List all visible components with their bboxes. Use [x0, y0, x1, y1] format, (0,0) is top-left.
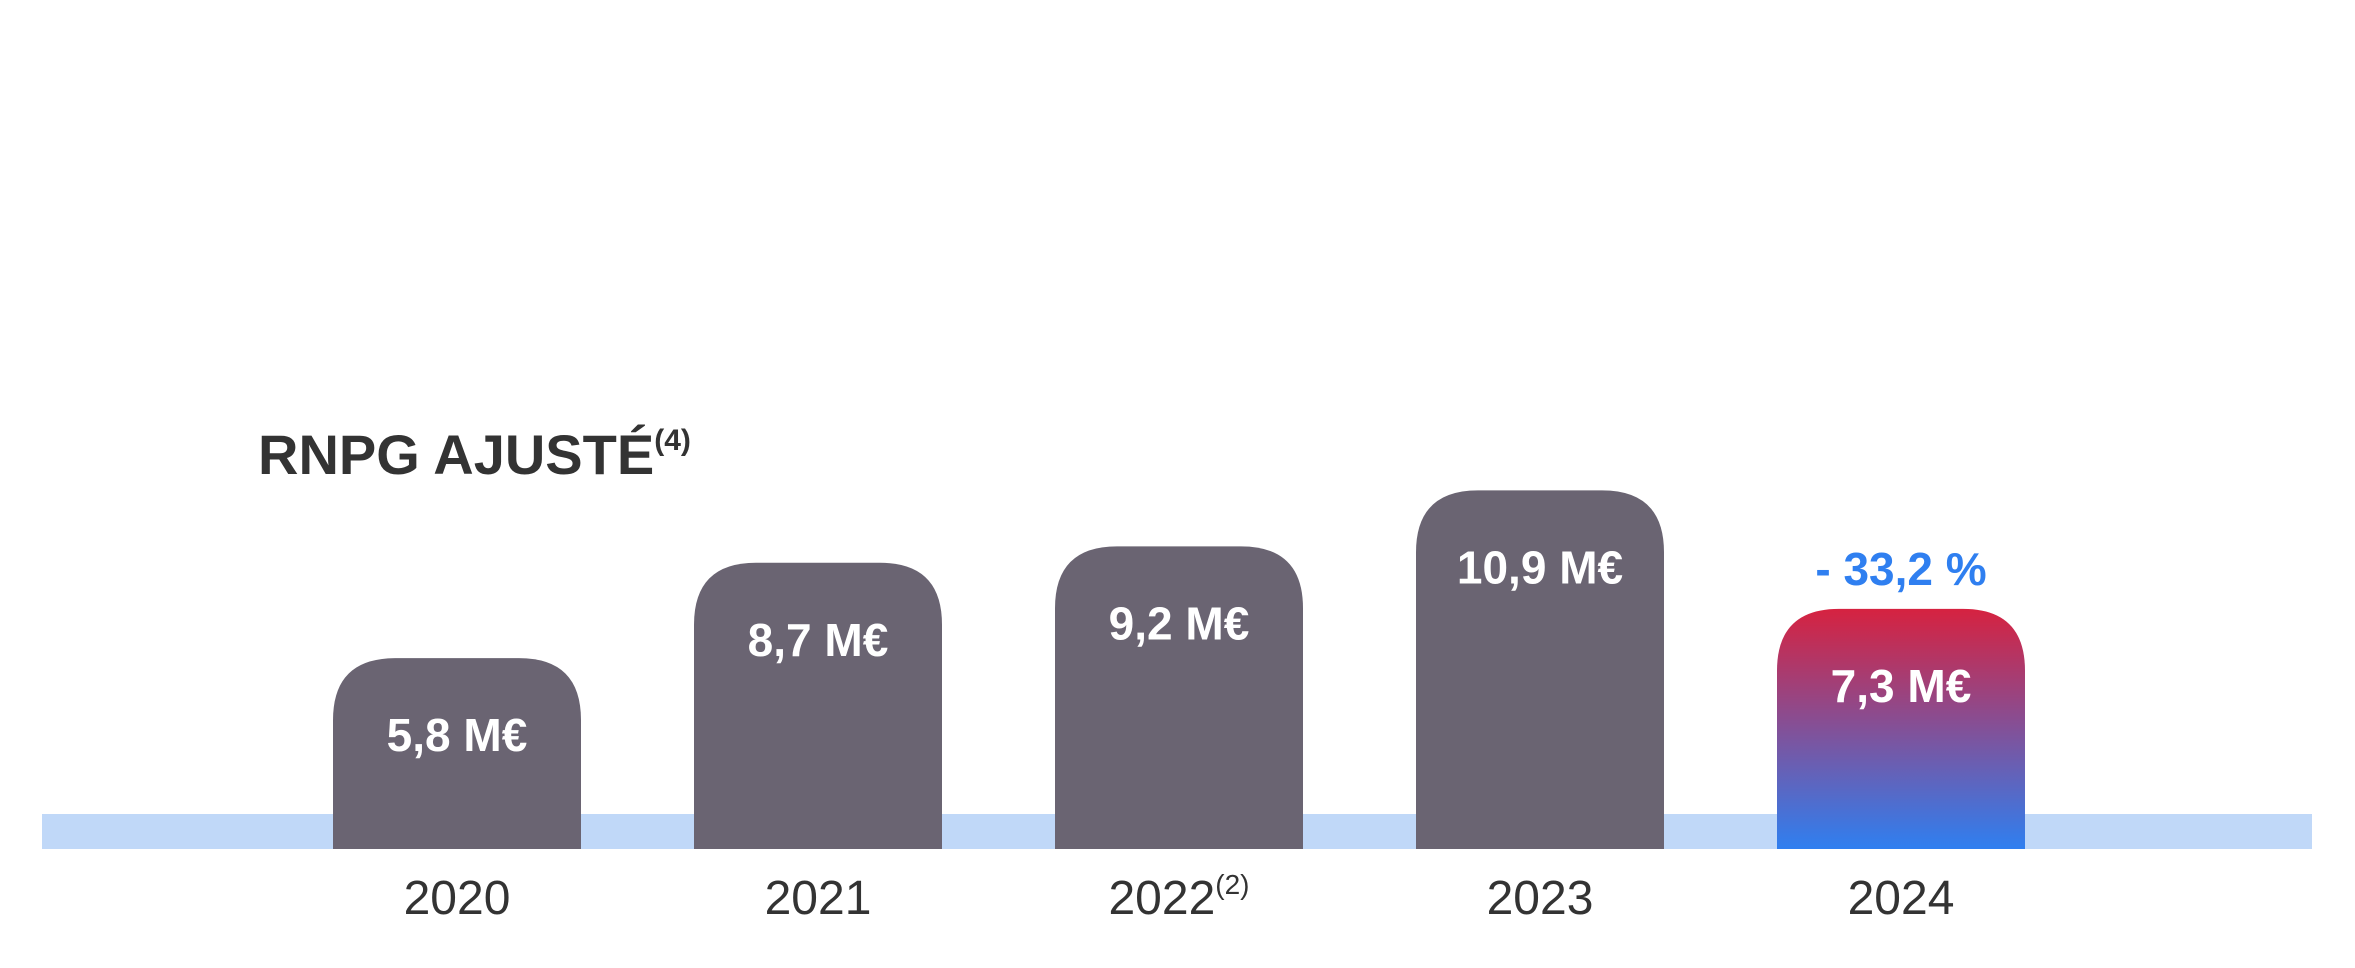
chart-title-superscript: (4)	[654, 424, 691, 457]
x-tick-text: 2022	[1108, 872, 1215, 925]
bars-group: 5,8 M€ 2020 8,7 M€ 2021 9,2 M€ 2022(2) 10,9 M€…	[333, 490, 2025, 925]
x-tick-label: 2021	[765, 872, 872, 925]
chart-title: RNPG AJUSTÉ(4)	[258, 423, 691, 486]
bar-2024	[1777, 608, 2025, 849]
change-label: - 33,2 %	[1815, 543, 1986, 595]
bar-2022	[1055, 546, 1303, 849]
x-tick-text: 2021	[765, 872, 872, 925]
x-tick-label: 2020	[404, 872, 511, 925]
x-tick-label: 2022(2)	[1108, 869, 1249, 925]
x-tick-text: 2020	[404, 872, 511, 925]
bar-value-label: 8,7 M€	[748, 614, 889, 666]
bar-value-label: 5,8 M€	[387, 709, 528, 761]
x-tick-superscript: (2)	[1215, 869, 1249, 900]
bar-2020	[333, 658, 581, 849]
x-tick-text: 2023	[1487, 872, 1594, 925]
bar-value-label: 9,2 M€	[1109, 597, 1250, 649]
bar-value-label: 7,3 M€	[1831, 660, 1972, 712]
bar-2023	[1416, 490, 1664, 849]
chart-title-text: RNPG AJUSTÉ	[258, 423, 654, 486]
bar-2021	[694, 562, 942, 849]
x-tick-text: 2024	[1848, 872, 1955, 925]
bar-value-label: 10,9 M€	[1457, 541, 1623, 593]
x-tick-label: 2024	[1848, 872, 1955, 925]
x-tick-label: 2023	[1487, 872, 1594, 925]
